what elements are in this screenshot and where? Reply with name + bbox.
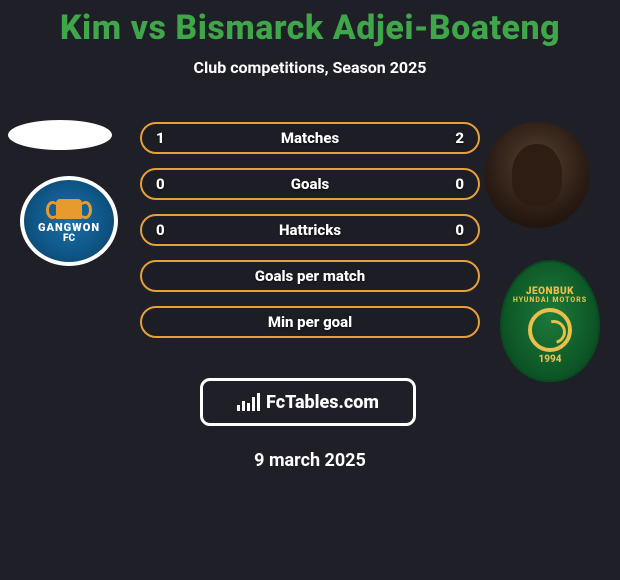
club-right-swirl-icon bbox=[528, 308, 572, 352]
fctables-label: FcTables.com bbox=[266, 392, 379, 413]
comparison-date: 9 march 2025 bbox=[0, 450, 620, 471]
stat-row: 0Goals0 bbox=[140, 168, 480, 200]
club-right-year: 1994 bbox=[538, 354, 561, 365]
stat-row: 1Matches2 bbox=[140, 122, 480, 154]
club-right-badge: JEONBUK HYUNDAI MOTORS 1994 bbox=[500, 260, 600, 382]
fctables-badge: FcTables.com bbox=[200, 378, 416, 426]
trophy-icon bbox=[56, 199, 82, 219]
stat-label: Matches bbox=[142, 129, 478, 147]
stat-row: Goals per match bbox=[140, 260, 480, 292]
stat-label: Hattricks bbox=[142, 221, 478, 239]
comparison-subtitle: Club competitions, Season 2025 bbox=[0, 58, 620, 77]
bar-chart-icon bbox=[237, 393, 260, 411]
comparison-title: Kim vs Bismarck Adjei-Boateng bbox=[0, 0, 620, 48]
stat-row: 0Hattricks0 bbox=[140, 214, 480, 246]
club-right-sub: HYUNDAI MOTORS bbox=[513, 296, 587, 304]
stat-label: Goals bbox=[142, 175, 478, 193]
club-left-sub: FC bbox=[63, 233, 75, 244]
player-right-avatar bbox=[484, 122, 590, 228]
stat-label: Goals per match bbox=[142, 267, 478, 285]
stat-row: Min per goal bbox=[140, 306, 480, 338]
stats-list: 1Matches2 0Goals0 0Hattricks0 Goals per mat… bbox=[140, 122, 480, 352]
club-left-badge: GANGWON FC bbox=[20, 176, 118, 266]
stat-label: Min per goal bbox=[142, 313, 478, 331]
player-left-avatar bbox=[8, 120, 112, 150]
